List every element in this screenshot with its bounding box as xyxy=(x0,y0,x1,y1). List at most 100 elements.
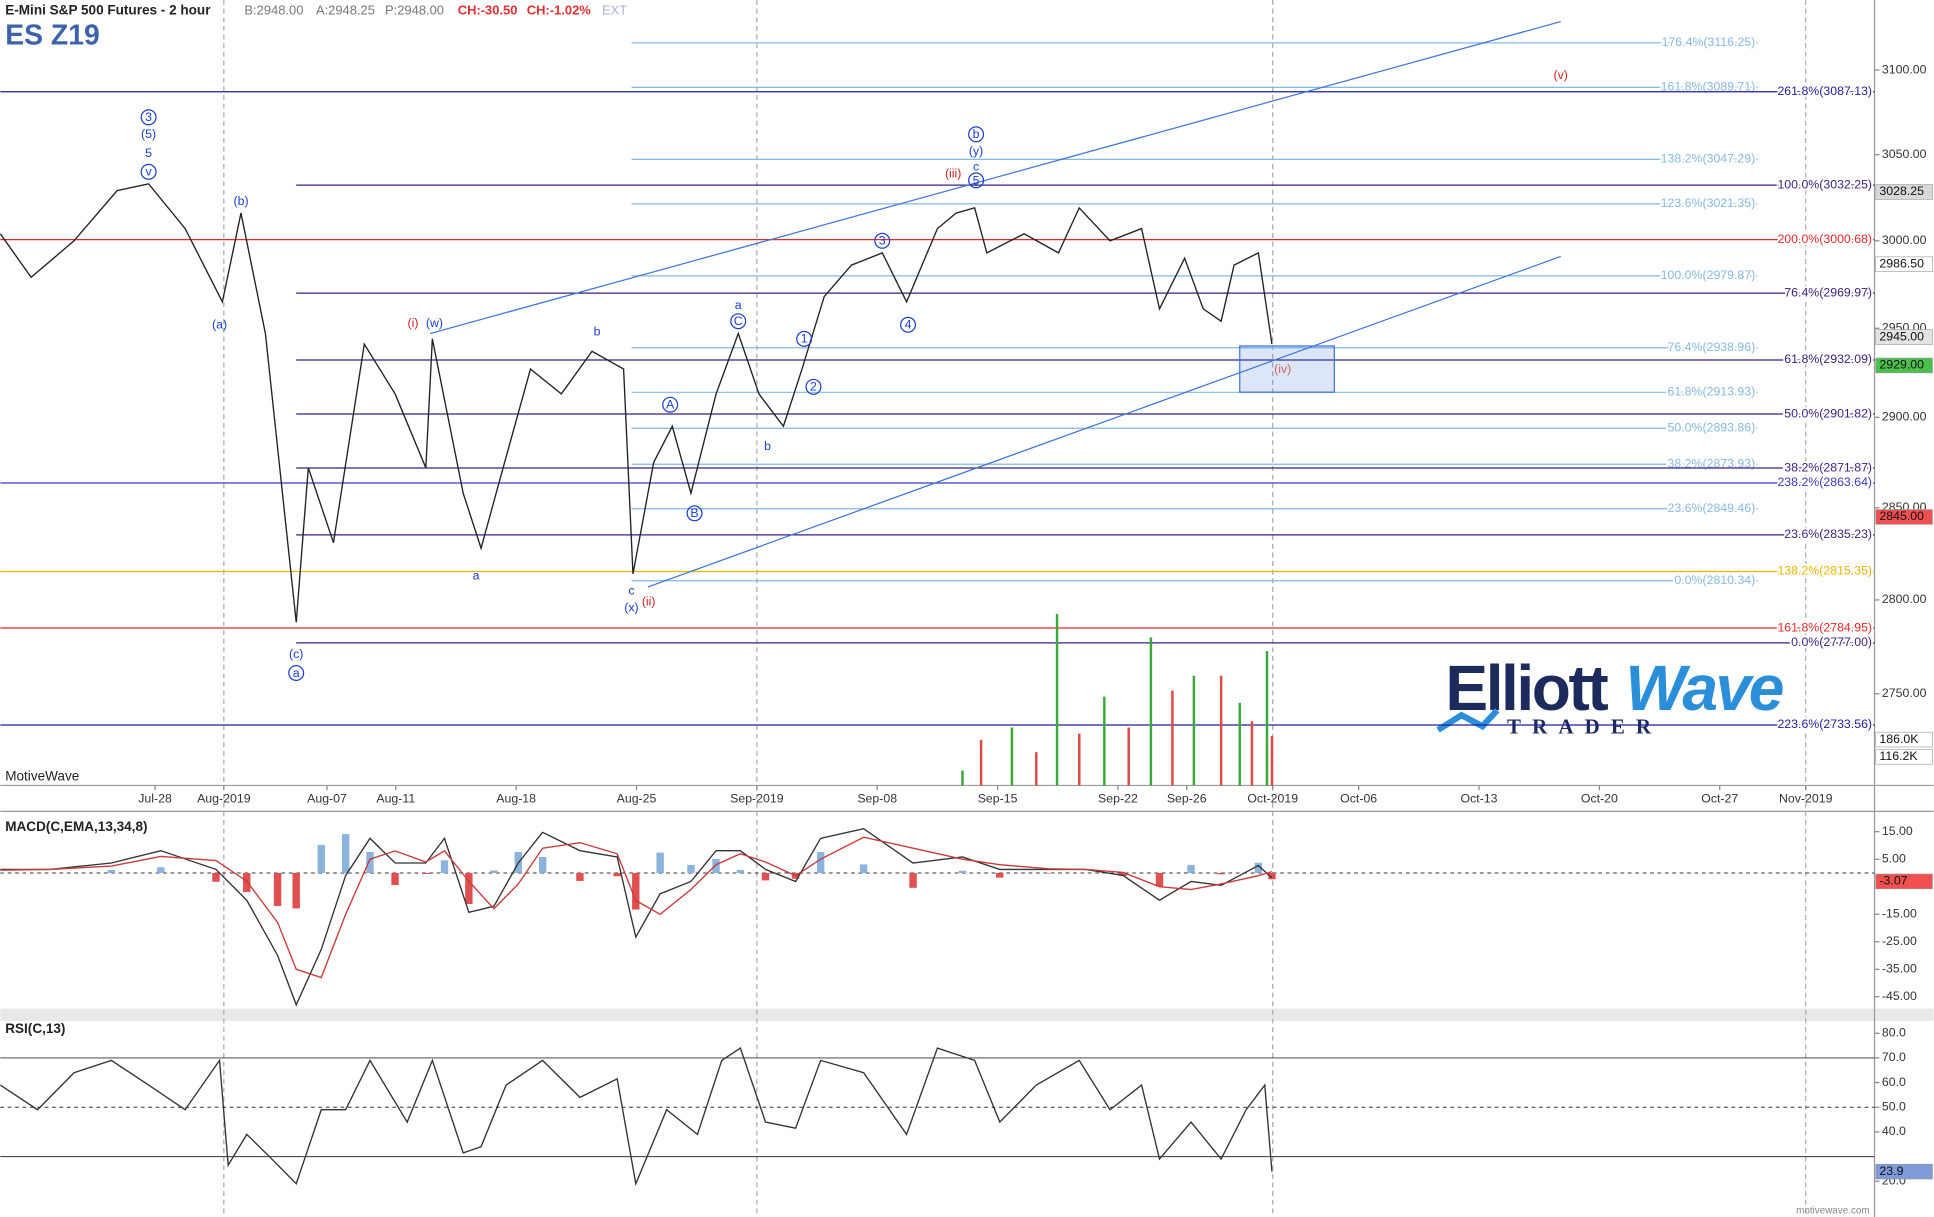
fib-level-label: 161.8%(2784.95) xyxy=(1777,620,1872,634)
fib-level-label: 261.8%(3087.13) xyxy=(1777,84,1872,98)
wave-label: 5 xyxy=(973,173,980,187)
y-tick-label: 60.0 xyxy=(1882,1075,1906,1089)
volume-bar xyxy=(1035,752,1038,786)
logo-text: Wave xyxy=(1625,652,1782,724)
wave-label-circle xyxy=(874,232,891,249)
wave-label: a xyxy=(735,298,742,312)
wave-label-circle xyxy=(140,109,157,126)
macd-histogram-bar xyxy=(736,869,745,873)
value-marker xyxy=(1875,873,1933,890)
macd-histogram-bar xyxy=(632,872,640,910)
value-marker xyxy=(1875,731,1933,748)
x-tick-label: Oct-06 xyxy=(1340,791,1377,805)
macd-histogram-bar xyxy=(859,864,868,873)
macd-histogram-bar xyxy=(107,869,116,873)
macd-histogram-bar xyxy=(996,872,1004,878)
y-tick-label: 70.0 xyxy=(1882,1050,1906,1064)
logo-text: TRADER xyxy=(1507,715,1662,739)
wave-label-circle xyxy=(900,316,917,333)
volume-bar xyxy=(1055,614,1059,786)
macd-histogram-bar xyxy=(538,857,547,873)
x-tick-label: Sep-22 xyxy=(1098,791,1138,805)
volume-bar xyxy=(1078,733,1081,786)
wave-label: c xyxy=(628,584,634,598)
y-tick-label: 2900.00 xyxy=(1882,410,1927,424)
fib-level-label: 50.0%(2901.82) xyxy=(1784,406,1872,420)
y-tick-label: 2750.00 xyxy=(1882,686,1927,700)
y-tick-label: 2800.00 xyxy=(1882,592,1927,606)
y-tick-label: 80.0 xyxy=(1882,1026,1906,1040)
value-marker xyxy=(1875,256,1933,272)
volume-bar xyxy=(1192,675,1196,786)
volume-bar xyxy=(1171,690,1174,786)
wave-label: (y) xyxy=(969,144,983,158)
volume-bar xyxy=(1103,696,1106,786)
macd-histogram-bar xyxy=(816,852,825,873)
macd-histogram-bar xyxy=(1268,872,1276,880)
fib-level-label: 50.0%(2893.86) xyxy=(1668,421,1756,435)
volume-bar xyxy=(1270,736,1274,786)
macd-histogram-bar xyxy=(1045,872,1053,874)
fib-level-label: 138.2%(2815.35) xyxy=(1777,564,1872,578)
volume-bar xyxy=(1219,675,1223,786)
quote: EXT xyxy=(602,3,627,18)
y-tick-label: -15.00 xyxy=(1882,906,1917,920)
date-axis-strip xyxy=(0,785,1934,812)
fib-level-label: 23.6%(2849.46) xyxy=(1668,501,1756,515)
chart-title: E-Mini S&P 500 Futures - 2 hour xyxy=(5,3,211,18)
source: MotiveWave xyxy=(5,768,79,783)
fib-level-label: 200.0%(3000.68) xyxy=(1777,232,1872,246)
macd-histogram-bar xyxy=(687,864,695,873)
wave-label: (5) xyxy=(141,127,156,141)
y-tick-label: 40.0 xyxy=(1882,1124,1906,1138)
volume-bar xyxy=(979,739,983,786)
wave-label: (a) xyxy=(212,318,227,332)
wave-label: (ii) xyxy=(642,595,656,609)
volume-bar xyxy=(1238,702,1241,786)
quote: A:2948.25 xyxy=(316,3,375,18)
value-marker xyxy=(1875,749,1933,765)
wave-label: c xyxy=(973,160,979,174)
x-tick-label: Sep-08 xyxy=(857,791,897,805)
wave-label: b xyxy=(764,439,771,453)
wave-label-circle xyxy=(686,505,703,522)
macd-histogram-bar xyxy=(212,872,220,882)
target-zone xyxy=(1239,345,1335,393)
fib-level-label: 61.8%(2932.09) xyxy=(1784,352,1872,366)
value-marker-label: 2929.00 xyxy=(1879,358,1924,372)
symbol: ES Z19 xyxy=(5,19,100,51)
wave-label-circle xyxy=(968,172,985,189)
wave-label: (v) xyxy=(1554,68,1568,82)
wave-label: 5 xyxy=(145,146,152,160)
logo-text: Elliott xyxy=(1445,652,1608,724)
wave-label: v xyxy=(146,165,153,179)
logo-swoosh xyxy=(1436,708,1500,733)
fib-level-label: 38.2%(2871.87) xyxy=(1784,460,1872,474)
macd-histogram-bar xyxy=(958,870,967,873)
y-tick-label: 3100.00 xyxy=(1882,62,1927,76)
x-tick-label: Oct-2019 xyxy=(1247,791,1298,805)
value-marker-label: 3028.25 xyxy=(1879,184,1924,198)
fib-level-label: 0.0%(2777.00) xyxy=(1791,635,1872,649)
fib-level-label: 176.4%(3116.25) xyxy=(1662,35,1756,49)
macd-histogram-bar xyxy=(465,872,473,905)
wave-label-circle xyxy=(796,330,813,347)
volume-bar xyxy=(1265,651,1269,786)
wave-label: 1 xyxy=(801,332,808,346)
wave-label: (i) xyxy=(407,316,418,330)
macd-histogram-bar xyxy=(656,852,664,873)
fib-level-label: 61.8%(2913.93) xyxy=(1668,385,1756,399)
wave-label: b xyxy=(973,127,980,141)
wave-label: (c) xyxy=(289,647,303,661)
wave-label-circle xyxy=(288,664,305,681)
volume-bar xyxy=(1149,637,1153,786)
fib-level-label: 76.4%(2938.96) xyxy=(1668,340,1756,354)
quote: B:2948.00 xyxy=(244,3,303,18)
wave-label-circle xyxy=(140,163,157,180)
volume-bar xyxy=(961,770,964,786)
value-marker-label: 2945.00 xyxy=(1879,329,1924,343)
y-tick-label: 3000.00 xyxy=(1882,233,1927,247)
